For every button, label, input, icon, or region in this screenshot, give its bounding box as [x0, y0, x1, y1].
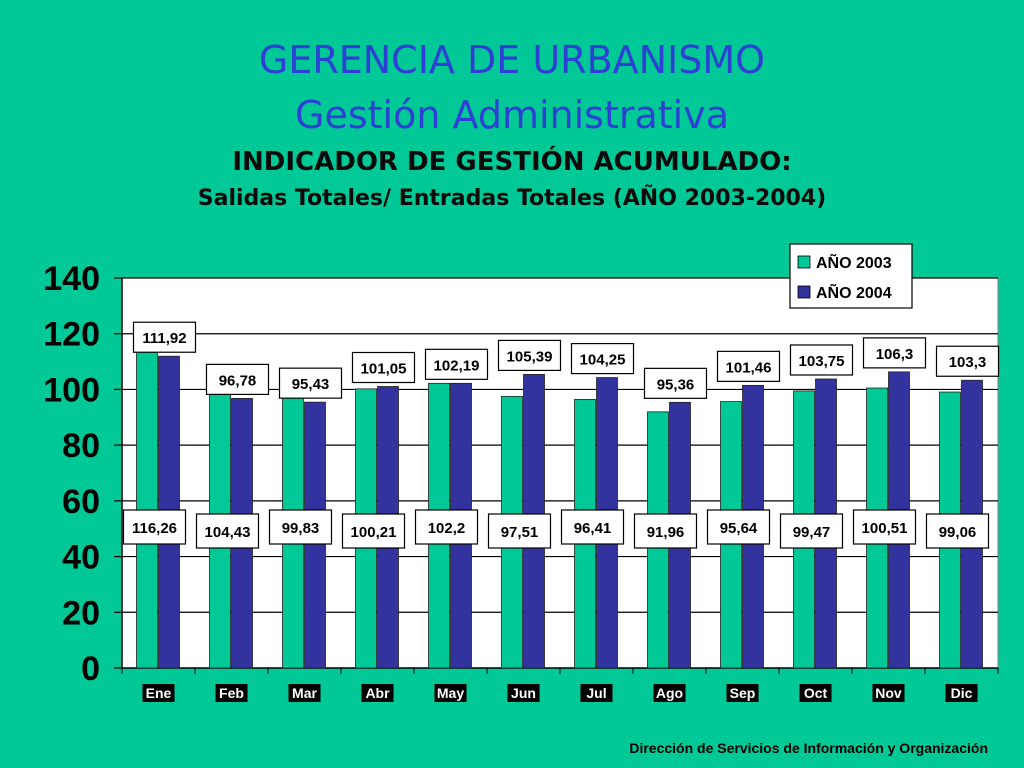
- y-tick-label: 140: [43, 260, 100, 298]
- data-label-2003: 99,47: [793, 524, 831, 541]
- data-label-2004: 104,25: [580, 352, 626, 369]
- data-label-2004-box: [132, 321, 197, 353]
- y-tick-label: 60: [62, 483, 100, 521]
- x-tick-label: Oct: [804, 685, 828, 701]
- data-label-2003: 91,96: [647, 524, 685, 541]
- data-label-2004: 101,46: [726, 359, 772, 376]
- data-label-2003: 97,51: [501, 524, 539, 541]
- data-label-2004-box: [205, 363, 270, 395]
- x-tick-label: Ene: [146, 685, 172, 701]
- x-tick-label-box: [507, 684, 540, 702]
- data-label-2004: 111,92: [142, 330, 186, 347]
- y-tick-label: 0: [81, 650, 100, 688]
- x-tick-label-box: [142, 684, 175, 702]
- data-label-2003-box: [195, 513, 260, 549]
- data-label-2004: 95,36: [657, 376, 695, 393]
- x-tick-label-box: [288, 684, 321, 702]
- data-label-2004-box: [789, 344, 854, 376]
- slide-subtitle: Gestión Administrativa: [295, 93, 729, 137]
- x-tick-label: Feb: [219, 685, 244, 701]
- chart-subheading: Salidas Totales/ Entradas Totales (AÑO 2…: [197, 186, 827, 211]
- data-label-2003-box: [925, 513, 990, 549]
- x-tick-label-box: [726, 684, 759, 702]
- bar-2003: [136, 343, 158, 669]
- data-label-2003-box: [268, 509, 333, 545]
- x-tick-label: Jun: [511, 685, 536, 701]
- data-label-2003: 99,06: [939, 524, 977, 541]
- legend-label: AÑO 2003: [816, 252, 892, 272]
- slide-title: GERENCIA DE URBANISMO: [258, 38, 766, 82]
- data-label-2004: 105,39: [507, 348, 553, 365]
- data-label-2003-box: [487, 513, 552, 549]
- data-label-2004-box: [278, 367, 343, 399]
- y-tick-label: 40: [62, 539, 100, 577]
- data-label-2004-box: [570, 342, 635, 375]
- data-label-2003-box: [706, 509, 771, 545]
- data-label-2003-box: [852, 509, 917, 545]
- legend-label: AÑO 2004: [816, 282, 892, 302]
- y-tick-label: 20: [62, 594, 100, 632]
- data-label-2004: 103,75: [799, 353, 845, 370]
- x-tick-label-box: [653, 684, 686, 702]
- x-tick-label: Nov: [875, 685, 902, 701]
- data-label-2003-box: [414, 509, 479, 545]
- data-label-2004: 96,78: [219, 372, 257, 389]
- data-label-2004-box: [935, 345, 1000, 377]
- data-label-2004: 101,05: [361, 361, 407, 378]
- y-tick-label: 100: [43, 371, 100, 409]
- data-label-2004-box: [497, 339, 562, 372]
- x-tick-label-box: [434, 684, 467, 702]
- x-tick-label-box: [799, 684, 832, 702]
- x-tick-label-box: [872, 684, 905, 702]
- legend-swatch: [797, 255, 811, 269]
- data-label-2003: 102,2: [428, 520, 466, 537]
- x-tick-label: May: [437, 685, 464, 701]
- x-tick-label-box: [215, 684, 248, 702]
- data-label-2004-box: [862, 337, 927, 369]
- data-label-2003: 116,26: [132, 520, 177, 537]
- data-label-2003: 99,83: [282, 520, 320, 537]
- data-label-2003-box: [633, 513, 698, 549]
- x-tick-label-box: [580, 684, 613, 702]
- data-label-2003-box: [560, 509, 625, 545]
- data-label-2003: 95,64: [720, 520, 758, 537]
- data-label-2003: 100,21: [351, 524, 397, 541]
- data-label-2004: 95,43: [292, 376, 330, 393]
- chart-heading: INDICADOR DE GESTIÓN ACUMULADO:: [232, 147, 792, 177]
- data-label-2004: 103,3: [949, 354, 987, 371]
- data-label-2004-box: [716, 350, 781, 382]
- footer-text: Dirección de Servicios de Información y …: [629, 740, 988, 756]
- data-label-2003-box: [341, 513, 406, 549]
- x-tick-label: Ago: [656, 685, 683, 701]
- x-tick-label: Mar: [292, 685, 317, 701]
- x-tick-label-box: [361, 684, 394, 702]
- data-label-2004: 106,3: [876, 346, 914, 363]
- data-label-2003: 104,43: [205, 524, 251, 541]
- data-label-2004-box: [424, 348, 489, 380]
- y-tick-label: 120: [43, 316, 100, 354]
- data-label-2004: 102,19: [434, 357, 480, 374]
- y-tick-label: 80: [62, 427, 100, 465]
- legend-swatch: [797, 285, 811, 299]
- x-tick-label: Abr: [365, 685, 390, 701]
- data-label-2004-box: [351, 351, 416, 384]
- data-label-2004-box: [643, 367, 708, 399]
- x-tick-label-box: [945, 684, 978, 702]
- data-label-2003-box: [779, 513, 844, 549]
- data-label-2003-box: [122, 509, 187, 545]
- x-tick-label: Dic: [951, 685, 973, 701]
- data-label-2003: 96,41: [574, 520, 612, 537]
- x-tick-label: Jul: [586, 685, 606, 701]
- data-label-2003: 100,51: [862, 520, 908, 537]
- x-tick-label: Sep: [730, 685, 756, 701]
